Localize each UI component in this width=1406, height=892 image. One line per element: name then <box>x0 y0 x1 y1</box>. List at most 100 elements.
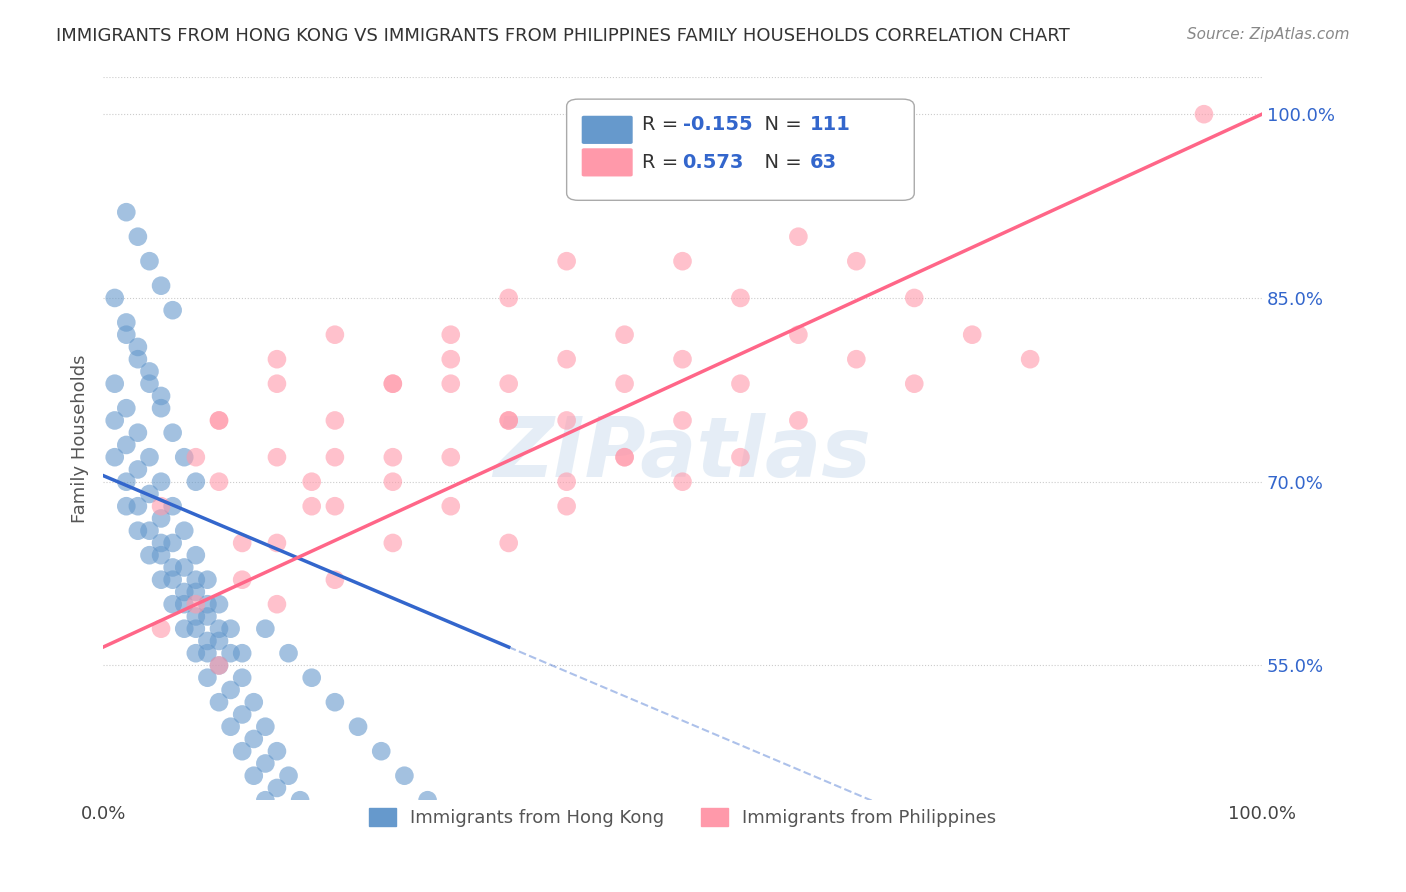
Point <box>381 536 404 550</box>
Point <box>127 425 149 440</box>
Point <box>219 683 242 698</box>
Point <box>730 291 752 305</box>
Point <box>162 573 184 587</box>
Point <box>613 376 636 391</box>
Point <box>254 622 277 636</box>
Point <box>323 695 346 709</box>
Point <box>498 536 520 550</box>
Point <box>671 413 693 427</box>
Point <box>787 327 810 342</box>
Point <box>162 425 184 440</box>
Text: -0.155: -0.155 <box>682 115 752 134</box>
Point <box>173 524 195 538</box>
Point <box>138 254 160 268</box>
Point <box>498 842 520 856</box>
Point <box>115 315 138 329</box>
Point <box>184 646 207 660</box>
Point <box>323 327 346 342</box>
Point <box>162 597 184 611</box>
Legend: Immigrants from Hong Kong, Immigrants from Philippines: Immigrants from Hong Kong, Immigrants fr… <box>361 801 1004 835</box>
Point <box>301 855 323 869</box>
Text: R =: R = <box>643 115 685 134</box>
Point <box>301 818 323 832</box>
Point <box>150 499 173 513</box>
Point <box>184 622 207 636</box>
Point <box>127 524 149 538</box>
Point <box>184 475 207 489</box>
Point <box>347 720 370 734</box>
Point <box>266 744 288 758</box>
Point <box>381 450 404 465</box>
Text: N =: N = <box>752 153 808 172</box>
Point <box>150 401 173 416</box>
Point <box>730 450 752 465</box>
Text: ZIPatlas: ZIPatlas <box>494 413 872 494</box>
Point <box>127 229 149 244</box>
Point <box>323 450 346 465</box>
Point <box>162 536 184 550</box>
Text: 63: 63 <box>810 153 837 172</box>
Point <box>254 793 277 807</box>
Point <box>104 376 127 391</box>
Point <box>440 376 463 391</box>
Point <box>555 254 578 268</box>
Point <box>231 573 253 587</box>
Point <box>115 475 138 489</box>
Point <box>671 254 693 268</box>
Point <box>730 376 752 391</box>
Point <box>254 756 277 771</box>
FancyBboxPatch shape <box>567 99 914 201</box>
Point <box>150 389 173 403</box>
Point <box>242 769 264 783</box>
Point <box>231 671 253 685</box>
FancyBboxPatch shape <box>582 148 633 177</box>
Point <box>138 364 160 378</box>
Point <box>162 499 184 513</box>
Point <box>613 450 636 465</box>
Point <box>104 291 127 305</box>
Text: N =: N = <box>752 115 808 134</box>
Point <box>277 769 299 783</box>
Point <box>127 499 149 513</box>
Point <box>208 658 231 673</box>
Point <box>845 254 868 268</box>
Point <box>173 622 195 636</box>
Point <box>115 327 138 342</box>
Point <box>1192 107 1215 121</box>
Point <box>219 622 242 636</box>
Point <box>208 695 231 709</box>
Point <box>266 376 288 391</box>
Point <box>555 499 578 513</box>
Point <box>208 634 231 648</box>
Point <box>903 376 925 391</box>
Point <box>312 879 335 892</box>
Point <box>138 487 160 501</box>
Point <box>208 622 231 636</box>
Point <box>498 413 520 427</box>
Point <box>266 536 288 550</box>
Point <box>440 327 463 342</box>
Point <box>115 401 138 416</box>
Point <box>381 891 404 892</box>
Point <box>219 720 242 734</box>
Point <box>394 769 416 783</box>
Point <box>127 352 149 367</box>
Point <box>613 327 636 342</box>
Point <box>197 609 219 624</box>
Point <box>381 475 404 489</box>
Point <box>173 560 195 574</box>
Point <box>127 340 149 354</box>
Point <box>138 376 160 391</box>
Point <box>1019 352 1042 367</box>
Point <box>266 597 288 611</box>
Text: R =: R = <box>643 153 685 172</box>
Point <box>197 646 219 660</box>
Point <box>671 352 693 367</box>
Point <box>440 352 463 367</box>
Point <box>138 524 160 538</box>
Point <box>197 597 219 611</box>
Point <box>184 597 207 611</box>
Point <box>115 205 138 219</box>
Point <box>266 352 288 367</box>
Point <box>150 536 173 550</box>
